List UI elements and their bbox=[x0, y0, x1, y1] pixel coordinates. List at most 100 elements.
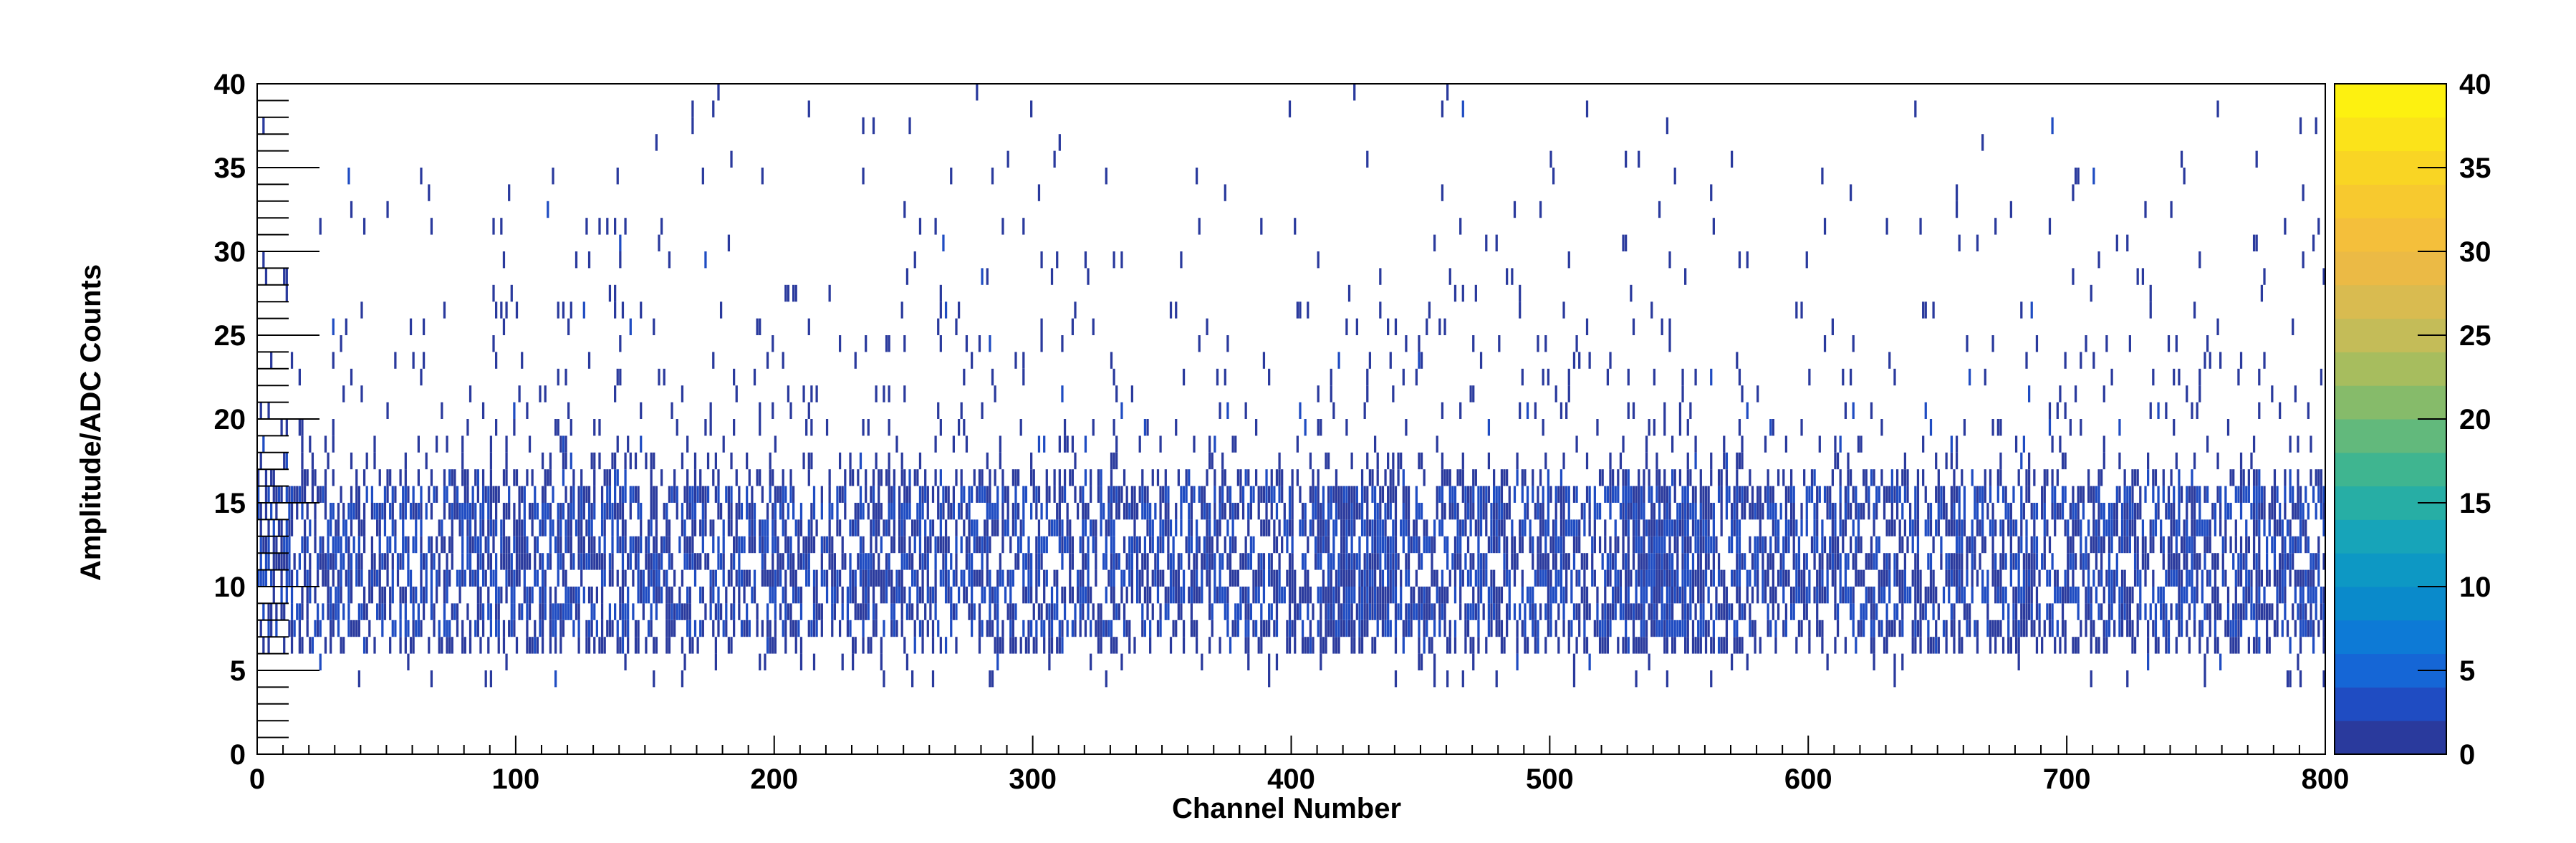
heatmap-cell bbox=[1482, 503, 1485, 520]
heatmap-cell bbox=[1188, 469, 1191, 486]
heatmap-cell bbox=[1296, 302, 1299, 319]
heatmap-cell bbox=[1567, 620, 1570, 637]
heatmap-cell bbox=[1627, 368, 1630, 386]
heatmap-cell bbox=[1643, 620, 1645, 637]
heatmap-cell bbox=[1466, 620, 1470, 637]
heatmap-cell bbox=[526, 553, 529, 570]
heatmap-cell bbox=[1317, 486, 1320, 503]
heatmap-cell bbox=[1508, 503, 1511, 520]
heatmap-cell bbox=[355, 620, 358, 637]
heatmap-cell bbox=[1286, 536, 1289, 554]
heatmap-cell bbox=[893, 503, 895, 520]
heatmap-cell bbox=[1614, 587, 1617, 604]
heatmap-cell bbox=[1916, 620, 1920, 637]
heatmap-cell bbox=[849, 587, 852, 604]
heatmap-cell bbox=[1453, 486, 1457, 503]
heatmap-cell bbox=[1779, 569, 1782, 587]
heatmap-cell bbox=[621, 519, 625, 536]
heatmap-cell bbox=[810, 385, 813, 403]
heatmap-cell bbox=[963, 486, 966, 503]
heatmap-cell bbox=[1883, 503, 1886, 520]
heatmap-cell bbox=[1053, 519, 1056, 536]
heatmap-cell bbox=[1572, 352, 1576, 369]
heatmap-cell bbox=[1929, 553, 1933, 570]
heatmap-cell bbox=[893, 620, 895, 637]
heatmap-cell bbox=[1976, 234, 1979, 251]
heatmap-cell bbox=[1694, 519, 1697, 536]
heatmap-cell bbox=[978, 603, 981, 620]
heatmap-cell bbox=[1831, 553, 1834, 570]
heatmap-cell bbox=[903, 637, 906, 654]
heatmap-cell bbox=[1532, 486, 1534, 503]
heatmap-cell bbox=[875, 620, 878, 637]
heatmap-cell bbox=[743, 569, 746, 587]
heatmap-cell bbox=[890, 503, 893, 520]
heatmap-cell bbox=[337, 536, 340, 554]
heatmap-cell bbox=[2056, 587, 2059, 604]
heatmap-cell bbox=[1932, 569, 1935, 587]
heatmap-cell bbox=[1482, 486, 1485, 503]
heatmap-cell bbox=[890, 587, 893, 604]
heatmap-cell bbox=[1079, 569, 1082, 587]
heatmap-cell bbox=[688, 637, 691, 654]
heatmap-cell bbox=[862, 503, 865, 520]
heatmap-cell bbox=[330, 587, 332, 604]
heatmap-cell bbox=[704, 503, 707, 520]
heatmap-cell bbox=[495, 569, 498, 587]
heatmap-cell bbox=[357, 536, 360, 554]
heatmap-cell bbox=[2043, 620, 2046, 637]
heatmap-cell bbox=[293, 553, 296, 570]
heatmap-cell bbox=[2017, 620, 2020, 637]
heatmap-cell bbox=[311, 486, 314, 503]
heatmap-cell bbox=[1549, 603, 1552, 620]
heatmap-cell bbox=[1699, 637, 1702, 654]
heatmap-cell bbox=[1332, 519, 1335, 536]
heatmap-cell bbox=[1446, 469, 1449, 486]
heatmap-cell bbox=[443, 536, 446, 554]
heatmap-cell bbox=[789, 603, 792, 620]
heatmap-cell bbox=[665, 519, 668, 536]
heatmap-cell bbox=[1278, 553, 1281, 570]
heatmap-cell bbox=[1299, 402, 1302, 419]
heatmap-cell bbox=[973, 603, 976, 620]
heatmap-cell bbox=[624, 653, 627, 670]
heatmap-cell bbox=[290, 486, 294, 503]
heatmap-cell bbox=[1562, 553, 1565, 570]
heatmap-cell bbox=[733, 368, 736, 386]
heatmap-cell bbox=[1945, 620, 1948, 637]
heatmap-cell bbox=[1413, 587, 1416, 604]
heatmap-cell bbox=[738, 587, 741, 604]
heatmap-cell bbox=[2033, 503, 2036, 520]
heatmap-cell bbox=[984, 486, 986, 503]
heatmap-cell bbox=[1583, 553, 1586, 570]
heatmap-cell bbox=[2100, 503, 2103, 520]
heatmap-cell bbox=[487, 519, 490, 536]
heatmap-cell bbox=[1345, 519, 1348, 536]
heatmap-cell bbox=[883, 670, 885, 688]
heatmap-cell bbox=[981, 486, 984, 503]
heatmap-cell bbox=[1048, 637, 1051, 654]
heatmap-cell bbox=[1472, 486, 1475, 503]
heatmap-cell bbox=[1143, 503, 1147, 520]
heatmap-cell bbox=[1661, 620, 1663, 637]
heatmap-cell bbox=[1955, 519, 1959, 536]
heatmap-cell bbox=[1562, 587, 1565, 604]
heatmap-cell bbox=[1578, 519, 1581, 536]
heatmap-cell bbox=[1436, 569, 1438, 587]
heatmap-cell bbox=[1172, 587, 1175, 604]
heatmap-cell bbox=[1609, 603, 1612, 620]
heatmap-cell bbox=[531, 469, 534, 486]
heatmap-cell bbox=[2115, 519, 2118, 536]
heatmap-cell bbox=[712, 352, 715, 369]
heatmap-cell bbox=[1389, 469, 1392, 486]
heatmap-cell bbox=[1643, 603, 1645, 620]
heatmap-cell bbox=[735, 569, 738, 587]
heatmap-cell bbox=[598, 452, 601, 470]
heatmap-cell bbox=[1327, 603, 1330, 620]
heatmap-cell bbox=[531, 503, 534, 520]
heatmap-cell bbox=[1524, 603, 1527, 620]
heatmap-cell bbox=[686, 553, 689, 570]
heatmap-cell bbox=[1482, 553, 1485, 570]
heatmap-cell bbox=[1609, 569, 1612, 587]
heatmap-cell bbox=[1252, 536, 1255, 554]
